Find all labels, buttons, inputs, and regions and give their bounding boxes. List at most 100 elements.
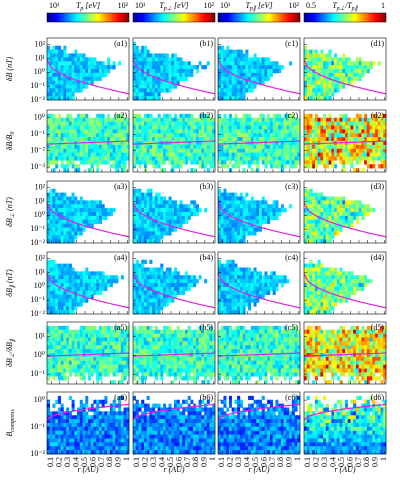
heatmap-cell: [218, 73, 221, 77]
heatmap-cell: [63, 46, 66, 50]
heatmap-cell: [74, 157, 77, 161]
heatmap-cell: [312, 302, 315, 306]
heatmap-cell: [182, 216, 185, 220]
heatmap-cell: [55, 291, 58, 295]
heatmap-cell: [185, 279, 188, 283]
heatmap-cell: [55, 268, 58, 272]
heatmap-cell: [163, 231, 166, 235]
heatmap-cell: [83, 361, 86, 365]
heatmap-cell: [221, 88, 224, 92]
heatmap-cell: [356, 216, 359, 220]
heatmap-cell: [262, 145, 265, 149]
heatmap-cell: [85, 271, 88, 275]
heatmap-cell: [273, 129, 276, 133]
heatmap-cell: [99, 200, 102, 204]
heatmap-cell: [331, 157, 334, 161]
heatmap-cell: [182, 126, 185, 130]
heatmap-cell: [267, 283, 270, 287]
heatmap-cell: [237, 88, 240, 92]
heatmap-cell: [340, 77, 343, 81]
heatmap-cell: [243, 275, 246, 279]
heatmap-cell: [234, 118, 237, 122]
heatmap-cell: [248, 85, 251, 89]
heatmap-cell: [93, 361, 96, 365]
heatmap-cell: [367, 279, 370, 283]
heatmap-cell: [232, 279, 235, 283]
heatmap-cell: [91, 216, 94, 220]
heatmap-cell: [315, 153, 318, 157]
panel-label: (b1): [200, 39, 214, 48]
heatmap-cell: [264, 291, 267, 295]
heatmap-cell: [110, 338, 113, 342]
heatmap-cell: [85, 149, 88, 153]
heatmap-cell: [163, 208, 166, 212]
heatmap-cell: [133, 224, 136, 228]
heatmap-cell: [58, 118, 61, 122]
heatmap-cell: [193, 157, 196, 161]
heatmap-cell: [104, 149, 107, 153]
heatmap-cell: [232, 212, 235, 216]
heatmap-cell: [104, 137, 107, 141]
heatmap-cell: [264, 73, 267, 77]
heatmap-cell: [179, 283, 182, 287]
heatmap-cell: [243, 228, 246, 232]
heatmap-cell: [163, 279, 166, 283]
heatmap-cell: [218, 235, 221, 239]
heatmap-cell: [375, 145, 378, 149]
heatmap-cell: [329, 295, 332, 299]
heatmap-cell: [77, 164, 80, 168]
heatmap-cell: [99, 216, 102, 220]
heatmap-cell: [69, 239, 72, 243]
heatmap-cell: [88, 204, 91, 208]
heatmap-cell: [47, 338, 50, 342]
heatmap-cell: [171, 212, 174, 216]
heatmap-cell: [267, 65, 270, 69]
heatmap-cell: [80, 200, 83, 204]
heatmap-cell: [326, 57, 329, 61]
heatmap-cell: [190, 118, 193, 122]
heatmap-cell: [58, 157, 61, 161]
heatmap-cell: [47, 145, 50, 149]
heatmap-cell: [149, 88, 152, 92]
heatmap-cell: [93, 283, 96, 287]
heatmap-cell: [240, 73, 243, 77]
heatmap-cell: [267, 149, 270, 153]
heatmap-cell: [118, 341, 121, 345]
heatmap-cell: [375, 157, 378, 161]
heatmap-cell: [182, 160, 185, 164]
heatmap-cell: [331, 153, 334, 157]
heatmap-cell: [63, 197, 66, 201]
heatmap-cell: [254, 231, 257, 235]
y-tick-label: 10²: [35, 182, 46, 191]
heatmap-cell: [179, 216, 182, 220]
heatmap-cell: [58, 349, 61, 353]
heatmap-cell: [80, 129, 83, 133]
heatmap-cell: [72, 224, 75, 228]
heatmap-cell: [367, 204, 370, 208]
heatmap-cell: [50, 189, 53, 193]
heatmap-cell: [367, 137, 370, 141]
heatmap-cell: [221, 50, 224, 54]
heatmap-cell: [58, 145, 61, 149]
heatmap-cell: [160, 208, 163, 212]
heatmap-cell: [179, 157, 182, 161]
heatmap-cell: [353, 157, 356, 161]
heatmap-cell: [256, 275, 259, 279]
heatmap-cell: [309, 77, 312, 81]
heatmap-cell: [190, 160, 193, 164]
heatmap-cell: [320, 306, 323, 310]
heatmap-cell: [102, 133, 105, 137]
heatmap-cell: [61, 208, 64, 212]
heatmap-cell: [315, 235, 318, 239]
heatmap-cell: [237, 92, 240, 96]
heatmap-cell: [113, 334, 116, 338]
heatmap-cell: [52, 231, 55, 235]
heatmap-cell: [329, 310, 332, 314]
heatmap-cell: [107, 160, 110, 164]
heatmap-cell: [353, 279, 356, 283]
heatmap-cell: [381, 149, 384, 153]
heatmap-cell: [256, 61, 259, 65]
heatmap-cell: [166, 118, 169, 122]
heatmap-cell: [361, 283, 364, 287]
heatmap-cell: [264, 157, 267, 161]
